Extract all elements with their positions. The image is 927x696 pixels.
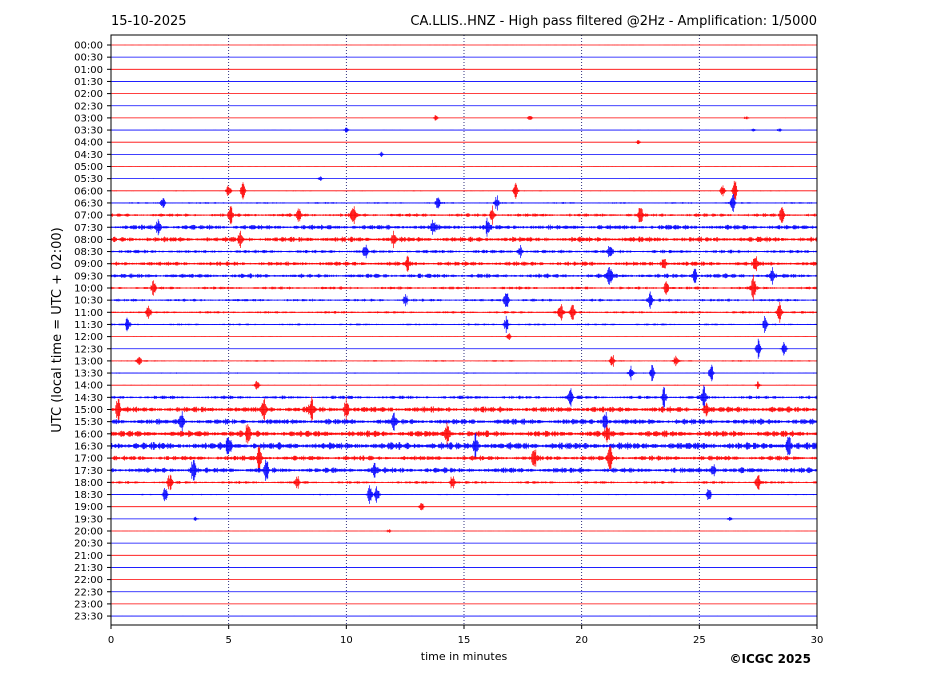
y-tick-label: 09:30 [74,271,103,282]
y-tick-label: 02:30 [74,101,103,112]
y-tick-label: 21:00 [74,551,103,562]
seismic-trace-1630 [111,432,817,460]
y-tick-label: 08:00 [74,235,103,246]
y-tick-label: 18:00 [74,478,103,489]
seismic-trace-1300 [111,355,817,367]
x-tick-label: 15 [458,635,471,646]
y-tick-label: 22:30 [74,587,103,598]
seismic-trace-1400 [111,380,817,390]
y-tick-label: 16:30 [74,441,103,452]
y-tick-label: 04:00 [74,138,103,149]
y-tick-label: 01:00 [74,65,103,76]
y-tick-label: 03:30 [74,126,103,137]
x-tick-label: 20 [575,635,588,646]
seismic-trace-0700 [111,205,817,225]
chart-date: 15-10-2025 [111,14,187,29]
y-tick-label: 19:00 [74,502,103,513]
y-tick-label: 20:30 [74,539,103,550]
seismic-trace-1230 [111,338,817,359]
y-tick-label: 06:00 [74,186,103,197]
grid-layer [228,35,700,625]
y-tick-label: 10:30 [74,296,103,307]
x-axis-label: time in minutes [421,650,508,663]
plot-frame [110,34,818,626]
y-axis-label: UTC (local time = UTC + 02:00) [50,227,65,432]
seismic-trace-0830 [111,244,817,259]
seismic-trace-0430 [111,151,817,157]
y-tick-label: 10:00 [74,284,103,295]
y-tick-label: 16:00 [74,429,103,440]
y-tick-label: 13:30 [74,369,103,380]
y-tick-label: 03:00 [74,113,103,124]
y-tick-label: 06:30 [74,198,103,209]
seismic-trace-1430 [111,385,817,410]
seismic-trace-1600 [111,422,817,446]
y-tick-label: 18:30 [74,490,103,501]
seismic-trace-0530 [111,176,817,181]
y-tick-label: 01:30 [74,77,103,88]
seismic-trace-1000 [111,274,817,302]
y-tick-label: 12:00 [74,332,103,343]
seismic-trace-0730 [111,217,817,237]
seismic-trace-1130 [111,315,817,333]
y-tick-label: 11:30 [74,320,103,331]
seismic-trace-1500 [111,396,817,423]
seismic-trace-1330 [111,364,817,382]
y-tick-label: 09:00 [74,259,103,270]
seismic-trace-0900 [111,255,817,272]
y-tick-label: 00:30 [74,53,103,64]
y-tick-label: 17:00 [74,454,103,465]
y-tick-label: 17:30 [74,466,103,477]
seismic-trace-0330 [111,127,817,133]
y-tick-label: 07:30 [74,223,103,234]
x-tick-label: 10 [340,635,353,646]
y-tick-label: 11:00 [74,308,103,319]
seismic-trace-1200 [111,333,817,340]
y-tick-label: 02:00 [74,89,103,100]
seismic-trace-0800 [111,230,817,249]
y-tick-label: 05:00 [74,162,103,173]
seismic-trace-1800 [111,474,817,491]
seismic-trace-1730 [111,459,817,481]
y-tick-label: 12:30 [74,344,103,355]
y-tick-label: 20:00 [74,527,103,538]
x-tick-label: 0 [108,635,114,646]
seismic-trace-1930 [111,516,817,521]
seismic-trace-1530 [111,411,817,433]
seismic-trace-2000 [111,529,817,533]
seismic-trace-0930 [111,267,817,285]
y-tick-label: 15:30 [74,417,103,428]
y-tick-label: 08:30 [74,247,103,258]
seismic-trace-1030 [111,291,817,309]
seismic-trace-1700 [111,445,817,471]
y-tick-label: 19:30 [74,514,103,525]
y-tick-label: 04:30 [74,150,103,161]
y-tick-label: 21:30 [74,563,103,574]
x-tick-label: 25 [693,635,706,646]
seismic-trace-0630 [111,194,817,212]
seismic-trace-1830 [111,485,817,504]
y-tick-label: 00:00 [74,41,103,52]
x-tick-label: 30 [811,635,824,646]
seismic-trace-0600 [111,180,817,201]
trace-layer [111,44,817,617]
x-tick-label: 5 [225,635,231,646]
y-tick-label: 14:30 [74,393,103,404]
seismic-trace-1100 [111,301,817,323]
y-tick-label: 22:00 [74,575,103,586]
x-tick-labels: 0 5 10 15 20 25 30 [108,625,824,646]
chart-title: CA.LLIS..HNZ - High pass filtered @2Hz -… [410,14,817,29]
y-tick-label: 05:30 [74,174,103,185]
y-tick-label: 15:00 [74,405,103,416]
y-tick-label: 07:00 [74,211,103,222]
y-tick-label: 14:00 [74,381,103,392]
y-tick-label: 23:30 [74,612,103,623]
y-tick-label: 13:00 [74,356,103,367]
copyright-label: ©ICGC 2025 [729,652,811,666]
y-tick-label: 23:00 [74,599,103,610]
